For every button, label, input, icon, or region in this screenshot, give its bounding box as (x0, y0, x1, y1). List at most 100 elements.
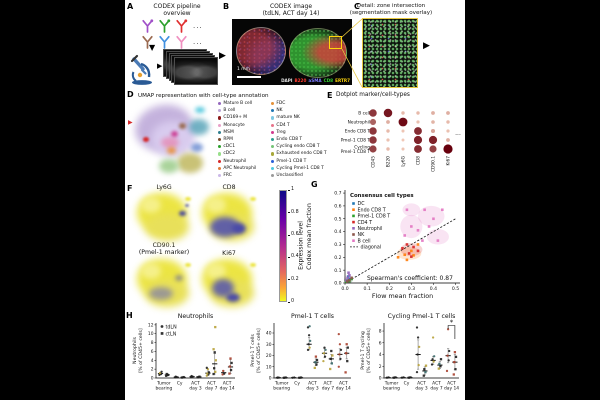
scatter-point (345, 280, 349, 283)
data-point (307, 343, 310, 346)
arrow-a-to-b-icon: ▶ (219, 51, 226, 61)
subplot-title: Cycling Pmel-1 T cells (388, 313, 456, 320)
panel-a-title: CODEX pipeline overview (133, 3, 221, 17)
legend-marker-square (160, 332, 164, 335)
channel-label: ERTR7 (335, 78, 350, 83)
red-arrow-icon: ▶ (128, 119, 133, 126)
legend-entry-label: CD4 T (358, 220, 373, 226)
dotplot-dot (431, 111, 435, 115)
umap-feature-ly6g (135, 191, 193, 243)
legend-label: Endo CD8 T (276, 137, 303, 143)
data-point (322, 352, 326, 355)
celltype-legend-item: Neutrophil (218, 158, 256, 165)
celltype-legend-item: APC Neutrophil (218, 165, 256, 172)
distribution-blob (426, 229, 449, 245)
dotplot-dot (414, 127, 422, 135)
x-tick-label: ACT (223, 381, 232, 387)
dotplot-dot (443, 144, 453, 154)
antigen-dot (184, 19, 188, 23)
data-point (323, 355, 327, 358)
celltype-legend-item: Mature B cell (218, 100, 256, 107)
legend-dot (271, 109, 275, 113)
data-point (392, 376, 395, 379)
celltype-legend-item: Treg (271, 129, 327, 136)
scatter-point (350, 276, 353, 280)
data-point (229, 368, 233, 372)
legend-label: RPM (223, 137, 233, 143)
data-point (182, 375, 185, 379)
x-tick-label: 0.5 (452, 286, 459, 292)
y-tick-label: 40 (266, 331, 272, 337)
data-point (213, 367, 216, 370)
data-point (165, 372, 168, 376)
celltype-legend-item: B cell (218, 107, 256, 114)
legend-entry-label: Pmel-1 CD8 T (358, 214, 391, 220)
legend-label: B cell (223, 108, 236, 114)
y-axis-label-1: Pmel-1 T cells (250, 334, 256, 367)
data-point (454, 355, 458, 359)
data-point (402, 376, 405, 379)
legend-dot (218, 102, 222, 106)
scatter-point (405, 208, 409, 212)
legend-label: CD169+ M (223, 115, 248, 121)
dotplot-dot (369, 145, 377, 153)
antibody-icon (176, 35, 187, 49)
x-tick-label: bearing (383, 386, 400, 392)
x-tick-label: day 3 (415, 386, 427, 392)
diagonal-line (344, 218, 456, 284)
legend-dot (271, 137, 275, 142)
data-point (158, 371, 162, 375)
umap-title-ki67: Ki67 (222, 250, 236, 257)
channel-label: CD8 (323, 78, 334, 83)
y-tick-label: 10 (148, 331, 154, 337)
scatter-point (416, 229, 420, 232)
legend-label: MSM (223, 129, 234, 135)
legend-label: Pmel-1 CD8 T (276, 158, 307, 164)
scatter-point (436, 239, 440, 242)
panel-b-title: CODEX image (tdLN, ACT day 14) (229, 3, 353, 17)
x-tick-label: bearing (156, 386, 173, 392)
panel-c-label: C (354, 2, 360, 11)
dotplot-dot (401, 147, 405, 151)
dotplot-dot (414, 145, 422, 153)
y-tick-label: 8 (151, 340, 154, 346)
legend-label: Cycling Pmel-1 CD8 T (276, 165, 324, 171)
legend-dot (218, 137, 222, 142)
dotplot-dot (416, 111, 420, 115)
scatter-point (403, 253, 407, 257)
dotplot-ellipsis: ... (455, 130, 461, 137)
y-tick-label: 0.3 (334, 242, 341, 248)
scatter-point (396, 256, 400, 259)
legend-marker (352, 220, 355, 224)
panel-a-title-line1: CODEX pipeline (153, 3, 201, 10)
y-tick-label: 0.1 (334, 268, 341, 274)
data-point (423, 368, 426, 371)
dotplot-dot (431, 120, 435, 124)
legend-label: Unclassified (276, 172, 303, 178)
data-point (416, 353, 419, 356)
x-tick-label: ACT (308, 381, 317, 387)
data-point (445, 369, 449, 373)
scatter-point (405, 258, 409, 262)
celltype-legend-item: MSM (218, 129, 256, 136)
dotplot-dot (386, 138, 390, 142)
x-axis-label: Flow mean fraction (372, 292, 433, 300)
legend-entry-label: DC (358, 201, 366, 207)
panel-c-title-line1: Detail: zone intersection (356, 3, 426, 9)
y-tick-label: 12 (148, 322, 154, 328)
channel-legend: DAPI B220 aSMA CD8 ERTR7 (281, 78, 350, 83)
legend-dot (271, 145, 275, 149)
x-tick-label: 0.3 (408, 286, 415, 292)
scale-bar-label: 1 mm (237, 67, 251, 72)
codex-image: 1 mm DAPI B220 aSMA CD8 ERTR7 (232, 19, 352, 85)
data-point (214, 370, 217, 373)
data-point (346, 346, 349, 349)
channel-label: aSMA (308, 78, 322, 83)
data-point (447, 359, 450, 362)
x-tick-label: ACT (207, 381, 216, 387)
data-point (214, 359, 217, 362)
scatter-point (441, 208, 444, 212)
microscope-icon (127, 52, 157, 90)
colorbar-tick (287, 189, 290, 191)
